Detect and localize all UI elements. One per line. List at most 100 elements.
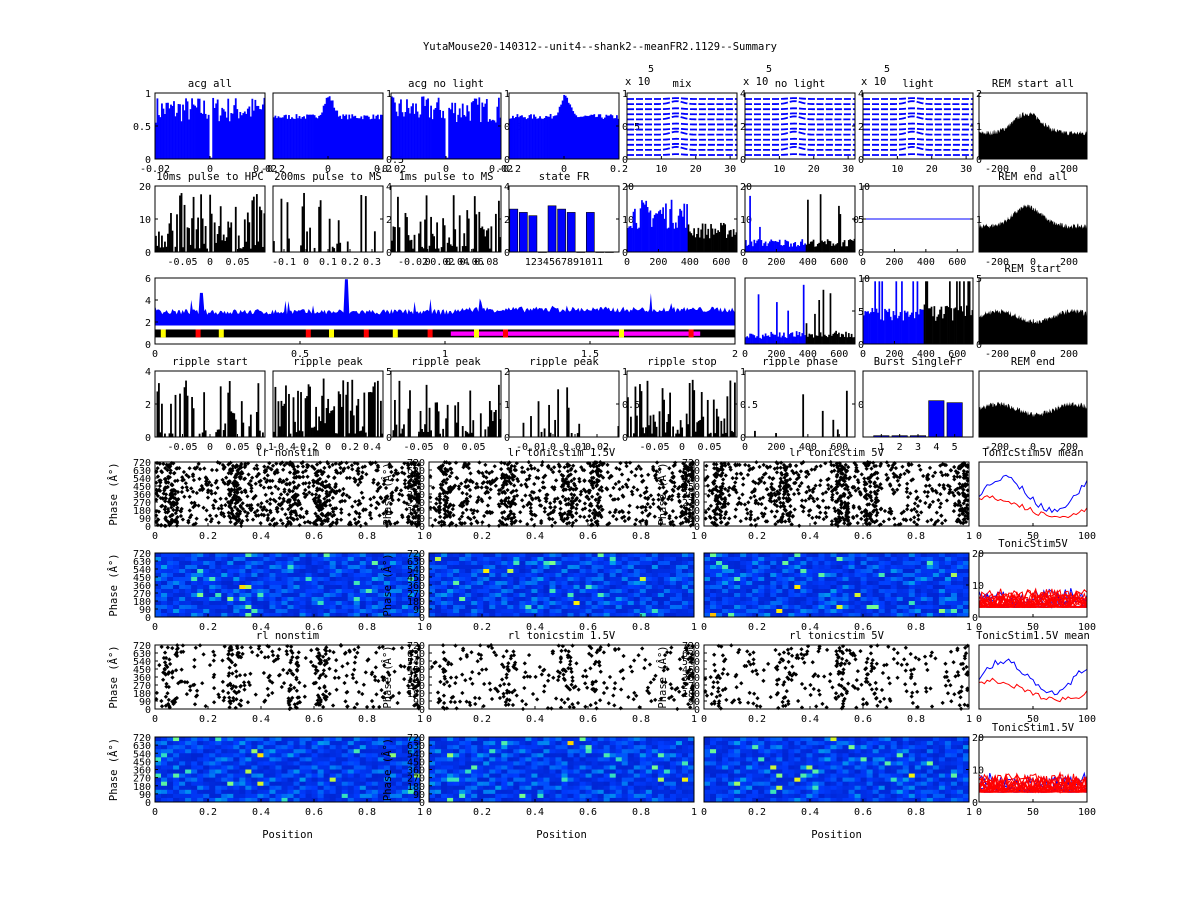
histogram-bar [906,311,909,344]
spike-point [171,507,176,513]
heatmap-cell [173,557,180,562]
heatmap-cell [179,565,186,570]
waveform-trace [863,127,973,131]
x-tick-label: 0 [679,442,685,453]
histogram-bar [177,104,180,159]
heatmap-cell [311,589,319,594]
histogram-bar [427,98,429,159]
heatmap-cell [263,589,270,594]
heatmap-cell [167,609,174,614]
x-tick-label: 0.2 [473,531,491,542]
spike-point [219,503,224,508]
heatmap-cell [317,561,325,566]
histogram-bar [164,241,166,252]
heatmap-cell [359,577,367,582]
histogram-bar [653,214,656,252]
histogram-bar [174,394,177,437]
histogram-bar [460,117,463,159]
y-tick-label: 0 [740,248,746,259]
heatmap-cell [281,585,288,590]
histogram-bar [233,413,236,437]
histogram-bar [361,119,364,159]
x-tick-label: 4 [933,442,939,453]
histogram-bar [213,107,216,159]
heatmap-cell [287,565,295,570]
histogram-bar [464,430,467,437]
heatmap-cell [263,601,270,606]
histogram-bar [225,237,228,252]
y-tick-label: 0 [145,155,151,166]
histogram-bar [676,227,679,252]
histogram-bar [836,243,839,252]
histogram-bar [754,430,756,437]
heatmap-cell [365,557,373,562]
histogram-bar [215,103,218,159]
histogram-bar [312,114,314,159]
histogram-bar [410,239,413,252]
histogram-bar [174,246,177,252]
bar [509,208,519,253]
heatmap-cell [245,605,252,610]
histogram-bar [630,416,632,437]
heatmap-cell [347,597,355,602]
state-marker [474,329,479,338]
histogram-bar [766,246,768,252]
spike-point [374,505,379,511]
histogram-bar [156,245,159,252]
histogram-bar [867,311,869,344]
histogram-bar [764,241,767,252]
heatmap-cell [293,573,301,578]
heatmap-cell [239,585,246,590]
heatmap-cell [305,561,313,566]
heatmap-cell [371,581,379,586]
histogram-bar [204,430,207,437]
histogram-bar [349,410,352,437]
histogram-bar [425,99,428,159]
x-tick-label: 600 [830,442,848,453]
histogram-bar [198,98,201,159]
waveform-trace [863,115,973,121]
histogram-bar [888,308,891,344]
histogram-bar [608,115,611,159]
histogram-bar [602,118,605,159]
x-tick-label: 200 [1060,164,1078,175]
histogram-bar [273,431,275,437]
heatmap-cell [323,557,331,562]
spike-point [255,502,261,508]
histogram-bar [964,315,967,344]
heatmap-cell [269,609,276,614]
x-tick-label: -0.1 [272,257,296,268]
histogram-bar [845,246,847,252]
heatmap-cell [299,605,307,610]
histogram-bar [448,237,451,252]
waveform-trace [627,127,737,131]
y-tick-label: 20 [740,182,752,193]
histogram-bar [809,334,812,344]
heatmap-cell [305,605,313,610]
x-tick-label: -0.05 [639,442,669,453]
histogram-bar [219,386,222,437]
histogram-bar [923,304,926,344]
heatmap-cell [233,593,240,598]
histogram-bar [683,203,686,252]
y-tick-label: 2 [145,400,151,411]
histogram-bar [822,289,825,344]
histogram-bar [280,400,283,437]
histogram-bar [940,306,943,344]
heatmap-cell [323,585,331,590]
heatmap-cell [341,565,349,570]
histogram-bar [280,117,283,159]
heatmap-cell [269,593,276,598]
heatmap-cell [263,597,270,602]
histogram-bar [727,234,729,252]
bar [528,215,538,253]
histogram-bar [257,383,260,437]
heatmap-cell [305,601,313,606]
histogram-bar [484,429,487,437]
histogram-bar [807,336,809,344]
histogram-bar [221,107,224,159]
histogram-bar [407,107,410,159]
histogram-bar [355,117,358,159]
histogram-bar [458,108,461,159]
histogram-bar [781,335,784,344]
